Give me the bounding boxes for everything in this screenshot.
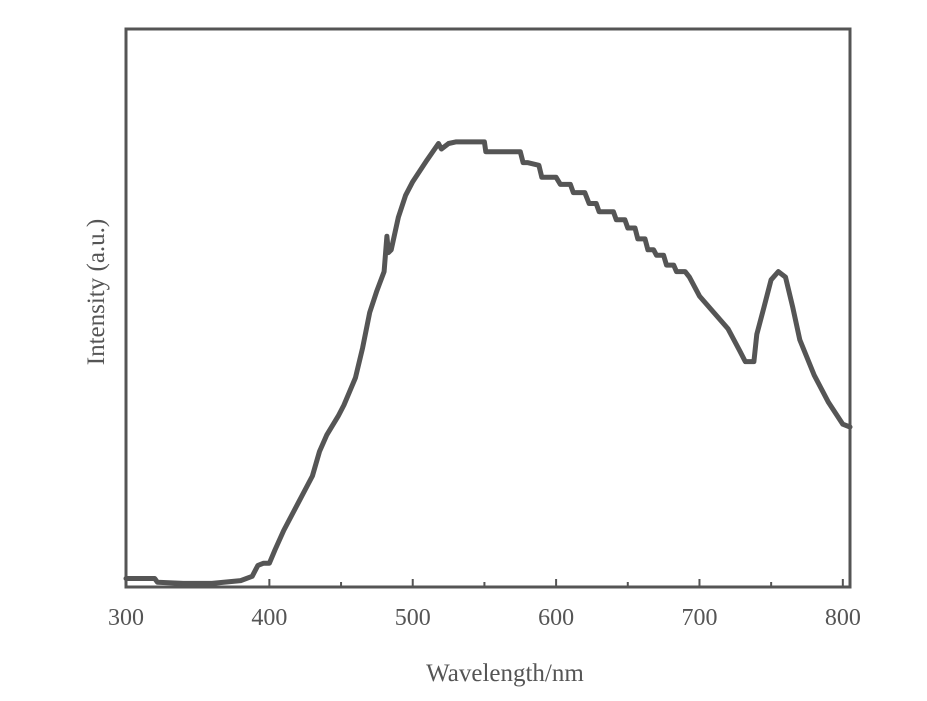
x-tick-label: 800: [825, 605, 861, 631]
x-tick-label: 600: [538, 605, 574, 631]
plot-frame: [124, 27, 852, 589]
x-tick-label: 700: [681, 605, 717, 631]
y-axis-label: Intensity (a.u.): [83, 219, 110, 365]
x-axis-label: Wavelength/nm: [426, 660, 584, 687]
x-tick-label: 500: [395, 605, 431, 631]
x-tick-label: 300: [108, 605, 144, 631]
x-axis-ticks: [125, 579, 844, 587]
x-axis-tick-labels: 300 400 500 600 700 800: [108, 605, 861, 631]
x-tick-label: 400: [251, 605, 287, 631]
series-line: [123, 139, 853, 586]
